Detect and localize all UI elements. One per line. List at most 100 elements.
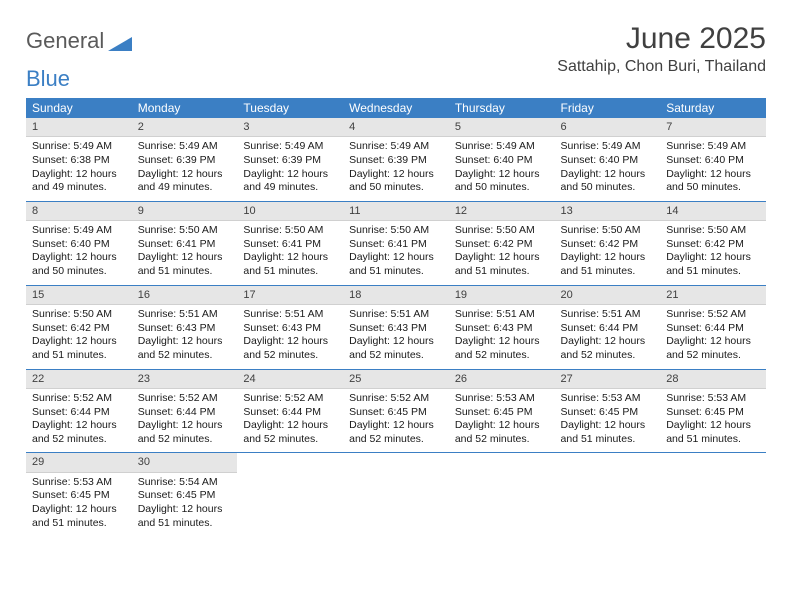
calendar-day-cell: 17Sunrise: 5:51 AMSunset: 6:43 PMDayligh… bbox=[237, 286, 343, 369]
sunrise-line: Sunrise: 5:49 AM bbox=[666, 140, 760, 154]
weekday-header: Thursday bbox=[449, 98, 555, 118]
sunrise-line: Sunrise: 5:51 AM bbox=[561, 308, 655, 322]
daylight-line: Daylight: 12 hours and 52 minutes. bbox=[243, 419, 337, 446]
calendar-day-cell: 14Sunrise: 5:50 AMSunset: 6:42 PMDayligh… bbox=[660, 202, 766, 285]
day-details: Sunrise: 5:53 AMSunset: 6:45 PMDaylight:… bbox=[555, 389, 661, 453]
sunrise-line: Sunrise: 5:50 AM bbox=[349, 224, 443, 238]
calendar-day-cell: 23Sunrise: 5:52 AMSunset: 6:44 PMDayligh… bbox=[132, 370, 238, 453]
calendar-day-cell: 12Sunrise: 5:50 AMSunset: 6:42 PMDayligh… bbox=[449, 202, 555, 285]
sunset-line: Sunset: 6:39 PM bbox=[138, 154, 232, 168]
calendar-day-cell: 26Sunrise: 5:53 AMSunset: 6:45 PMDayligh… bbox=[449, 370, 555, 453]
calendar-day-cell: 11Sunrise: 5:50 AMSunset: 6:41 PMDayligh… bbox=[343, 202, 449, 285]
calendar-day-cell: 3Sunrise: 5:49 AMSunset: 6:39 PMDaylight… bbox=[237, 118, 343, 201]
day-details: Sunrise: 5:49 AMSunset: 6:38 PMDaylight:… bbox=[26, 137, 132, 201]
calendar-day-cell bbox=[343, 453, 449, 536]
daylight-line: Daylight: 12 hours and 51 minutes. bbox=[32, 503, 126, 530]
calendar-day-cell: 13Sunrise: 5:50 AMSunset: 6:42 PMDayligh… bbox=[555, 202, 661, 285]
sunrise-line: Sunrise: 5:53 AM bbox=[455, 392, 549, 406]
sunset-line: Sunset: 6:44 PM bbox=[561, 322, 655, 336]
day-number: 20 bbox=[555, 286, 661, 305]
day-details: Sunrise: 5:53 AMSunset: 6:45 PMDaylight:… bbox=[449, 389, 555, 453]
sunset-line: Sunset: 6:45 PM bbox=[138, 489, 232, 503]
day-details: Sunrise: 5:49 AMSunset: 6:40 PMDaylight:… bbox=[660, 137, 766, 201]
daylight-line: Daylight: 12 hours and 49 minutes. bbox=[32, 168, 126, 195]
sunset-line: Sunset: 6:39 PM bbox=[349, 154, 443, 168]
day-number: 10 bbox=[237, 202, 343, 221]
sunset-line: Sunset: 6:44 PM bbox=[666, 322, 760, 336]
day-number: 6 bbox=[555, 118, 661, 137]
sunset-line: Sunset: 6:43 PM bbox=[138, 322, 232, 336]
calendar-day-cell: 7Sunrise: 5:49 AMSunset: 6:40 PMDaylight… bbox=[660, 118, 766, 201]
day-number: 23 bbox=[132, 370, 238, 389]
daylight-line: Daylight: 12 hours and 51 minutes. bbox=[243, 251, 337, 278]
calendar-day-cell: 28Sunrise: 5:53 AMSunset: 6:45 PMDayligh… bbox=[660, 370, 766, 453]
calendar-day-cell: 2Sunrise: 5:49 AMSunset: 6:39 PMDaylight… bbox=[132, 118, 238, 201]
sunrise-line: Sunrise: 5:51 AM bbox=[243, 308, 337, 322]
day-number: 15 bbox=[26, 286, 132, 305]
day-details: Sunrise: 5:51 AMSunset: 6:43 PMDaylight:… bbox=[132, 305, 238, 369]
sunset-line: Sunset: 6:38 PM bbox=[32, 154, 126, 168]
calendar-week-row: 8Sunrise: 5:49 AMSunset: 6:40 PMDaylight… bbox=[26, 202, 766, 285]
daylight-line: Daylight: 12 hours and 52 minutes. bbox=[138, 419, 232, 446]
day-number: 1 bbox=[26, 118, 132, 137]
day-details: Sunrise: 5:50 AMSunset: 6:41 PMDaylight:… bbox=[237, 221, 343, 285]
calendar-day-cell: 8Sunrise: 5:49 AMSunset: 6:40 PMDaylight… bbox=[26, 202, 132, 285]
day-number: 19 bbox=[449, 286, 555, 305]
day-details: Sunrise: 5:49 AMSunset: 6:39 PMDaylight:… bbox=[343, 137, 449, 201]
day-number: 27 bbox=[555, 370, 661, 389]
day-details: Sunrise: 5:50 AMSunset: 6:41 PMDaylight:… bbox=[132, 221, 238, 285]
daylight-line: Daylight: 12 hours and 50 minutes. bbox=[349, 168, 443, 195]
sunset-line: Sunset: 6:42 PM bbox=[455, 238, 549, 252]
day-details: Sunrise: 5:52 AMSunset: 6:45 PMDaylight:… bbox=[343, 389, 449, 453]
day-details: Sunrise: 5:50 AMSunset: 6:42 PMDaylight:… bbox=[660, 221, 766, 285]
sunrise-line: Sunrise: 5:52 AM bbox=[349, 392, 443, 406]
day-details: Sunrise: 5:49 AMSunset: 6:40 PMDaylight:… bbox=[26, 221, 132, 285]
sunset-line: Sunset: 6:43 PM bbox=[349, 322, 443, 336]
calendar-day-cell: 20Sunrise: 5:51 AMSunset: 6:44 PMDayligh… bbox=[555, 286, 661, 369]
day-number: 25 bbox=[343, 370, 449, 389]
calendar-week-row: 29Sunrise: 5:53 AMSunset: 6:45 PMDayligh… bbox=[26, 453, 766, 536]
sunrise-line: Sunrise: 5:50 AM bbox=[561, 224, 655, 238]
day-details: Sunrise: 5:52 AMSunset: 6:44 PMDaylight:… bbox=[237, 389, 343, 453]
day-details: Sunrise: 5:49 AMSunset: 6:40 PMDaylight:… bbox=[449, 137, 555, 201]
day-number: 28 bbox=[660, 370, 766, 389]
sunrise-line: Sunrise: 5:53 AM bbox=[32, 476, 126, 490]
sunset-line: Sunset: 6:42 PM bbox=[561, 238, 655, 252]
day-number: 4 bbox=[343, 118, 449, 137]
calendar-day-cell: 9Sunrise: 5:50 AMSunset: 6:41 PMDaylight… bbox=[132, 202, 238, 285]
weekday-header: Saturday bbox=[660, 98, 766, 118]
calendar-day-cell: 22Sunrise: 5:52 AMSunset: 6:44 PMDayligh… bbox=[26, 370, 132, 453]
sunset-line: Sunset: 6:44 PM bbox=[138, 406, 232, 420]
calendar-day-cell: 4Sunrise: 5:49 AMSunset: 6:39 PMDaylight… bbox=[343, 118, 449, 201]
day-details: Sunrise: 5:50 AMSunset: 6:42 PMDaylight:… bbox=[26, 305, 132, 369]
daylight-line: Daylight: 12 hours and 51 minutes. bbox=[561, 419, 655, 446]
daylight-line: Daylight: 12 hours and 51 minutes. bbox=[561, 251, 655, 278]
sunrise-line: Sunrise: 5:49 AM bbox=[349, 140, 443, 154]
calendar-body: 1Sunrise: 5:49 AMSunset: 6:38 PMDaylight… bbox=[26, 118, 766, 536]
day-number: 7 bbox=[660, 118, 766, 137]
daylight-line: Daylight: 12 hours and 52 minutes. bbox=[455, 335, 549, 362]
sunset-line: Sunset: 6:45 PM bbox=[455, 406, 549, 420]
daylight-line: Daylight: 12 hours and 52 minutes. bbox=[349, 419, 443, 446]
calendar-day-cell: 24Sunrise: 5:52 AMSunset: 6:44 PMDayligh… bbox=[237, 370, 343, 453]
calendar-day-cell: 5Sunrise: 5:49 AMSunset: 6:40 PMDaylight… bbox=[449, 118, 555, 201]
sunrise-line: Sunrise: 5:50 AM bbox=[666, 224, 760, 238]
sunset-line: Sunset: 6:40 PM bbox=[455, 154, 549, 168]
day-number: 17 bbox=[237, 286, 343, 305]
calendar-day-cell: 29Sunrise: 5:53 AMSunset: 6:45 PMDayligh… bbox=[26, 453, 132, 536]
day-number: 8 bbox=[26, 202, 132, 221]
sunset-line: Sunset: 6:45 PM bbox=[349, 406, 443, 420]
day-details: Sunrise: 5:52 AMSunset: 6:44 PMDaylight:… bbox=[660, 305, 766, 369]
sunset-line: Sunset: 6:45 PM bbox=[561, 406, 655, 420]
sunset-line: Sunset: 6:43 PM bbox=[243, 322, 337, 336]
daylight-line: Daylight: 12 hours and 51 minutes. bbox=[666, 419, 760, 446]
day-details: Sunrise: 5:52 AMSunset: 6:44 PMDaylight:… bbox=[132, 389, 238, 453]
sunrise-line: Sunrise: 5:52 AM bbox=[243, 392, 337, 406]
daylight-line: Daylight: 12 hours and 50 minutes. bbox=[666, 168, 760, 195]
logo-text-general: General bbox=[26, 28, 104, 54]
sunset-line: Sunset: 6:41 PM bbox=[349, 238, 443, 252]
day-details: Sunrise: 5:53 AMSunset: 6:45 PMDaylight:… bbox=[660, 389, 766, 453]
sunrise-line: Sunrise: 5:50 AM bbox=[455, 224, 549, 238]
day-number: 3 bbox=[237, 118, 343, 137]
sunset-line: Sunset: 6:39 PM bbox=[243, 154, 337, 168]
